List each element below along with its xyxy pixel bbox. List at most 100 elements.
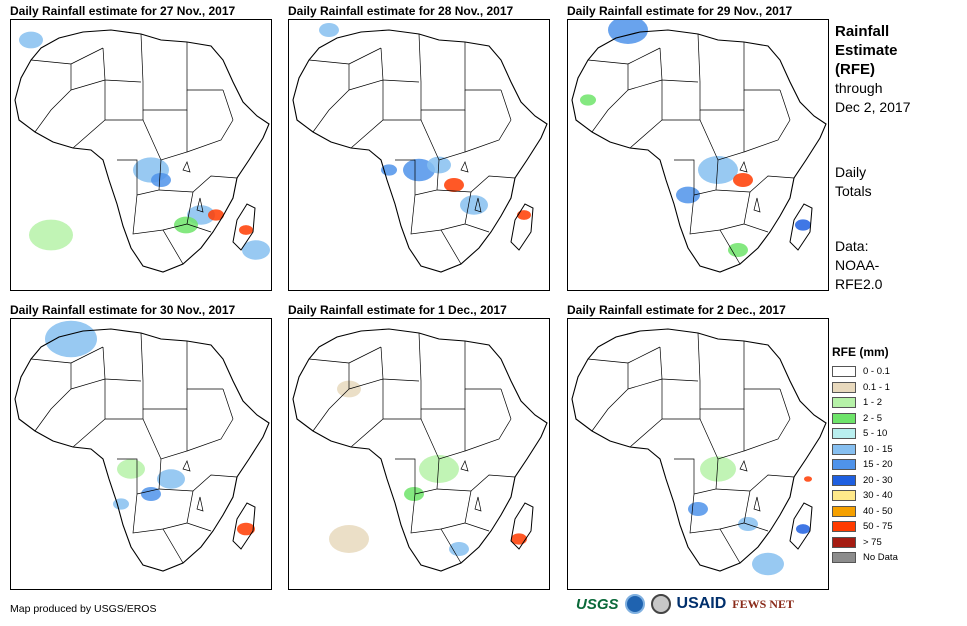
rainfall-area bbox=[45, 320, 97, 358]
noaa-logo bbox=[624, 594, 645, 614]
country-border bbox=[420, 409, 466, 460]
country-border bbox=[117, 159, 138, 195]
country-border bbox=[383, 409, 422, 420]
country-border bbox=[743, 341, 780, 390]
legend-swatch bbox=[832, 366, 856, 378]
country-border bbox=[70, 346, 104, 364]
country-border bbox=[659, 346, 699, 382]
rainfall-area bbox=[796, 524, 810, 534]
rainfall-area bbox=[242, 240, 270, 260]
data-source-label: Data: bbox=[835, 238, 869, 254]
country-border bbox=[436, 175, 516, 193]
rainfall-area bbox=[174, 216, 198, 234]
country-border bbox=[500, 388, 512, 420]
legend-swatch bbox=[832, 552, 856, 564]
country-border bbox=[102, 346, 142, 382]
rainfall-map-27-nov bbox=[10, 19, 272, 291]
country-border bbox=[222, 388, 234, 420]
country-border bbox=[662, 409, 701, 420]
legend-title: RFE (mm) bbox=[832, 345, 889, 359]
data-source-value: NOAA- bbox=[835, 257, 880, 273]
legend-item: 50 - 75 bbox=[832, 519, 942, 535]
legend-label: 2 - 5 bbox=[863, 412, 883, 424]
legend-label: > 75 bbox=[863, 536, 882, 548]
rainfall-area bbox=[29, 219, 73, 251]
country-border bbox=[348, 79, 384, 149]
legend-item: 0.1 - 1 bbox=[832, 380, 942, 396]
rainfall-area bbox=[237, 522, 255, 536]
legend-item: > 75 bbox=[832, 535, 942, 551]
legend-item: 10 - 15 bbox=[832, 442, 942, 458]
panel-title: Daily Rainfall estimate for 1 Dec., 2017 bbox=[288, 303, 507, 317]
country-border bbox=[627, 346, 661, 364]
rainfall-area bbox=[733, 173, 753, 187]
legend-item: 2 - 5 bbox=[832, 411, 942, 427]
lake-outline bbox=[196, 197, 204, 213]
country-border bbox=[699, 381, 745, 410]
country-border bbox=[697, 33, 701, 83]
panel-title: Daily Rainfall estimate for 30 Nov., 201… bbox=[10, 303, 236, 317]
country-border bbox=[743, 191, 769, 233]
country-border bbox=[715, 474, 795, 492]
legend-label: 40 - 50 bbox=[863, 505, 893, 517]
rainfall-area bbox=[141, 487, 161, 501]
country-border bbox=[440, 223, 466, 231]
legend-item: 15 - 20 bbox=[832, 457, 942, 473]
country-border bbox=[34, 388, 72, 432]
country-border bbox=[464, 490, 490, 532]
country-border bbox=[380, 47, 420, 83]
country-border bbox=[308, 59, 350, 90]
lake-outline bbox=[753, 496, 761, 512]
country-border bbox=[659, 47, 699, 83]
rainfall-map-28-nov bbox=[288, 19, 550, 291]
country-border bbox=[591, 388, 629, 432]
panel-title: Daily Rainfall estimate for 27 Nov., 201… bbox=[10, 4, 236, 18]
country-border bbox=[697, 332, 701, 382]
legend-swatch bbox=[832, 521, 856, 533]
madagascar-outline bbox=[232, 502, 256, 550]
country-border bbox=[117, 458, 138, 494]
country-border bbox=[674, 458, 695, 494]
lake-outline bbox=[753, 197, 761, 213]
country-border bbox=[70, 79, 106, 149]
daily-totals-label: Daily bbox=[835, 164, 867, 180]
country-border bbox=[186, 418, 234, 452]
legend-label: 10 - 15 bbox=[863, 443, 893, 455]
legend-item: 0 - 0.1 bbox=[832, 364, 942, 380]
lake-outline bbox=[182, 161, 191, 173]
country-border bbox=[132, 493, 184, 564]
country-border bbox=[158, 474, 238, 492]
country-border bbox=[627, 378, 663, 448]
country-border bbox=[395, 159, 416, 195]
country-border bbox=[312, 89, 350, 133]
country-border bbox=[464, 42, 501, 91]
country-border bbox=[162, 522, 188, 530]
country-border bbox=[689, 493, 741, 564]
country-border bbox=[102, 47, 142, 83]
country-border bbox=[34, 89, 72, 133]
country-border bbox=[627, 79, 663, 149]
country-border bbox=[464, 119, 512, 153]
legend-swatch bbox=[832, 474, 856, 486]
rainfall-area bbox=[444, 178, 464, 192]
rainfall-area bbox=[157, 469, 185, 489]
country-border bbox=[186, 119, 234, 153]
country-border bbox=[348, 346, 382, 364]
lake-outline bbox=[182, 460, 191, 472]
country-border bbox=[627, 47, 661, 65]
country-border bbox=[105, 110, 144, 121]
state-department-seal-logo bbox=[650, 594, 671, 614]
country-border bbox=[142, 381, 188, 410]
rainfall-area bbox=[728, 243, 748, 257]
data-source-value: RFE2.0 bbox=[835, 276, 883, 292]
rainfall-area bbox=[19, 31, 43, 49]
lake-outline bbox=[739, 161, 748, 173]
legend-swatch bbox=[832, 381, 856, 393]
country-border bbox=[222, 89, 234, 121]
country-border bbox=[743, 418, 791, 452]
rainfall-map-1-dec bbox=[288, 318, 550, 590]
rainfall-area bbox=[460, 195, 488, 215]
map-legend: RFE (mm) 0 - 0.1 0.1 - 1 1 - 2 2 - 5 5 - 10 1… bbox=[832, 345, 942, 566]
rainfall-area bbox=[403, 158, 435, 182]
rainfall-area bbox=[113, 498, 129, 510]
